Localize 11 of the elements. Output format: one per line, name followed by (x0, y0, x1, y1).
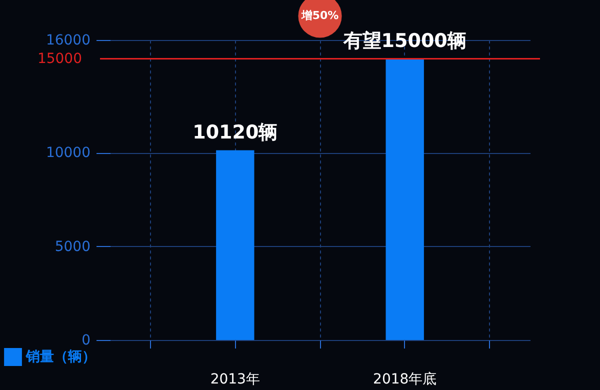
ref-line-label: 15000 (37, 50, 82, 67)
x-tick-label: 2018年底 (373, 372, 437, 388)
y-tick-label: 0 (82, 332, 90, 348)
annotation: 有望15000辆 (342, 30, 466, 52)
y-tick-label: 16000 (46, 32, 90, 48)
x-tick-label: 2013年 (210, 372, 260, 388)
y-tick-label: 5000 (54, 238, 90, 255)
y-tick-label: 10000 (46, 145, 90, 161)
legend-label: 销量（辆） (25, 349, 96, 365)
annotation: 10120辆 (192, 121, 278, 144)
text: 增50% (300, 9, 339, 22)
